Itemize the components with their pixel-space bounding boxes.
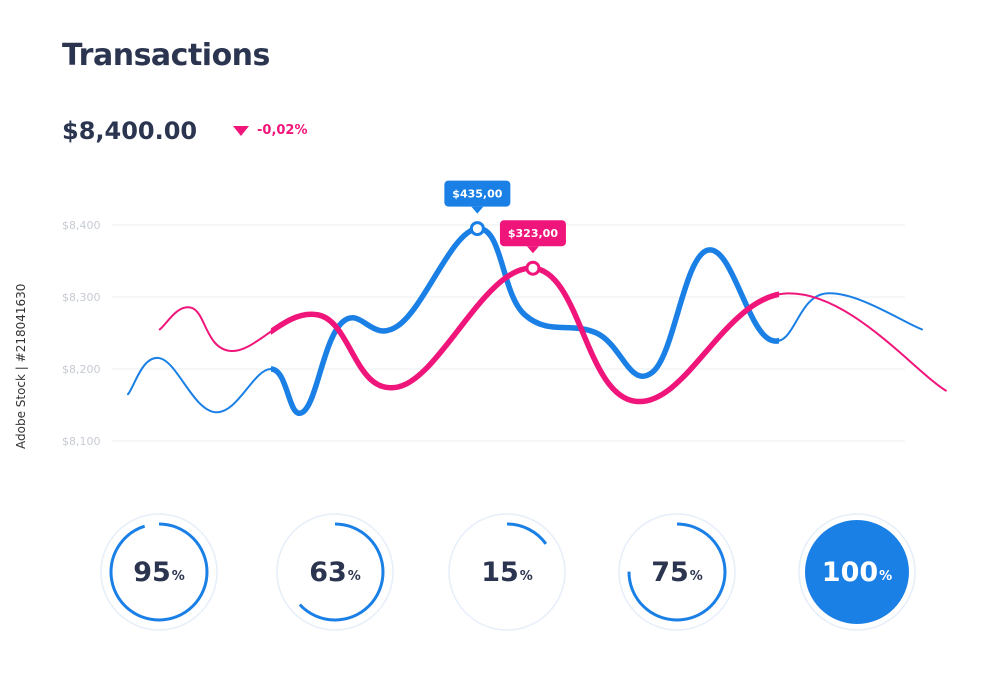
gauge-ring xyxy=(798,513,916,631)
tooltip-pointer xyxy=(471,206,484,214)
gauge-unit: % xyxy=(519,569,533,584)
gauge-outer-ring xyxy=(798,513,916,631)
tooltip-box xyxy=(444,180,511,207)
data-point-marker xyxy=(469,221,485,237)
tooltip-box xyxy=(499,220,566,247)
stock-id-text: Adobe Stock | #218041630 xyxy=(14,283,28,449)
gauge-row: 95% 63% 15% 75% 100% xyxy=(0,510,1000,640)
series-line-pink-bold xyxy=(270,265,780,405)
gauge-label: 15% xyxy=(447,512,567,632)
gauge-value: 75 xyxy=(651,556,689,588)
gauge-ring xyxy=(618,513,736,631)
progress-gauge: 15% xyxy=(447,512,567,632)
change-indicator: -0,02% xyxy=(233,123,308,138)
progress-gauge: 63% xyxy=(275,512,395,632)
gauge-label: 100% xyxy=(797,512,917,632)
series-line-pink xyxy=(158,267,947,403)
y-tick-label: $8,300 xyxy=(62,291,101,304)
gauge-progress-arc xyxy=(109,522,209,622)
y-tick-label: $8,400 xyxy=(62,219,101,232)
gauge-progress-arc xyxy=(627,522,727,622)
gauge-ring xyxy=(448,513,566,631)
page-title: Transactions xyxy=(62,38,270,73)
gauge-progress-arc xyxy=(285,522,385,622)
gauge-value: 95 xyxy=(133,556,171,588)
y-tick-label: $8,100 xyxy=(62,435,101,448)
arrow-down-icon xyxy=(233,125,249,136)
data-point-marker xyxy=(525,260,541,276)
gauge-outer-ring xyxy=(100,513,218,631)
tooltip-pointer xyxy=(526,246,539,254)
progress-gauge: 75% xyxy=(617,512,737,632)
gauge-label: 75% xyxy=(617,512,737,632)
total-amount: $8,400.00 xyxy=(62,117,198,145)
gauge-value: 15 xyxy=(481,556,519,588)
gauge-unit: % xyxy=(347,569,361,584)
gauge-value: 63 xyxy=(309,556,347,588)
series-line-blue xyxy=(127,227,923,415)
gauge-outer-ring xyxy=(276,513,394,631)
gauge-unit: % xyxy=(171,569,185,584)
progress-gauge: 100% xyxy=(797,512,917,632)
y-tick-label: $8,200 xyxy=(62,363,101,376)
gauge-label: 95% xyxy=(99,512,219,632)
gauge-unit: % xyxy=(689,569,703,584)
progress-gauge: 95% xyxy=(99,512,219,632)
gauge-label: 63% xyxy=(275,512,395,632)
series-line-blue-bold xyxy=(270,225,780,417)
gauge-fill-disc xyxy=(805,520,909,624)
gauge-value: 100 xyxy=(821,556,879,588)
tooltip-label: $323,00 xyxy=(508,227,558,240)
gauge-ring xyxy=(100,513,218,631)
gauge-outer-ring xyxy=(448,513,566,631)
gauge-unit: % xyxy=(879,569,893,584)
gauge-progress-arc xyxy=(457,522,557,622)
transactions-line-chart: $8,400 $8,300 $8,200 $8,100 $435,00 $323,00 xyxy=(62,180,947,448)
gauge-outer-ring xyxy=(618,513,736,631)
gauge-ring xyxy=(276,513,394,631)
tooltip-label: $435,00 xyxy=(452,188,502,201)
change-value: -0,02% xyxy=(257,123,308,138)
